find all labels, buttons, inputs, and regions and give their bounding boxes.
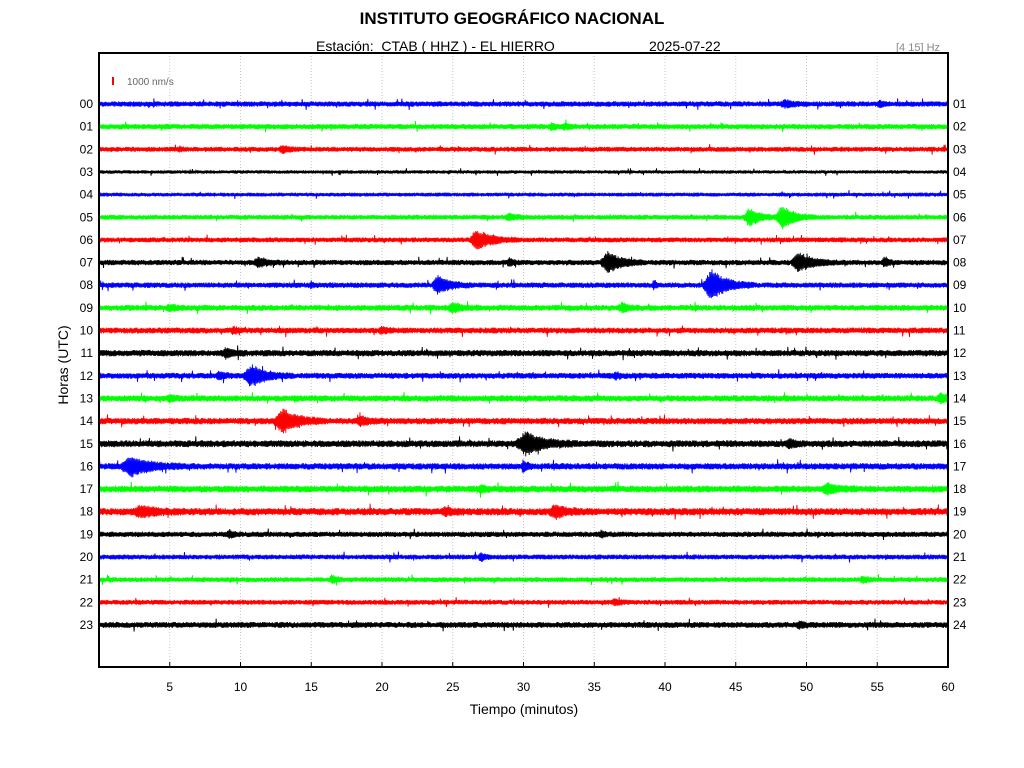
scale-bar (112, 77, 114, 85)
hour-label-left: 15 (80, 437, 94, 451)
hour-label-right: 12 (953, 346, 967, 360)
hour-labels-left: 00 01 02 03 04 05 06 07 08 09 10 11 12 13 14 15 16 17 18 19… (80, 97, 94, 632)
trace-hour-15 (98, 431, 949, 457)
hour-label-right: 17 (953, 459, 967, 473)
trace-hour-13 (98, 392, 949, 405)
hour-label-left: 13 (80, 391, 94, 405)
hour-label-left: 22 (80, 595, 94, 609)
trace-hour-05 (98, 207, 949, 230)
hour-label-right: 24 (953, 618, 967, 632)
hour-label-right: 09 (953, 278, 967, 292)
x-tick-label: 60 (941, 680, 955, 694)
hour-label-left: 00 (80, 97, 94, 111)
hour-label-right: 16 (953, 437, 967, 451)
x-tick-label: 45 (729, 680, 743, 694)
hour-label-left: 12 (80, 369, 94, 383)
hour-label-left: 09 (80, 301, 94, 315)
trace-hour-19 (98, 528, 949, 540)
date-label: 2025-07-22 (649, 38, 721, 54)
x-tick-label: 35 (588, 680, 602, 694)
trace-hour-23 (98, 618, 949, 632)
trace-hour-06 (98, 230, 949, 250)
station-label: Estación: CTAB ( HHZ ) - EL HIERRO (316, 38, 555, 54)
grid-lines (169, 53, 949, 667)
hour-label-right: 04 (953, 165, 967, 179)
trace-hour-14 (98, 408, 949, 434)
x-tick-label: 10 (234, 680, 248, 694)
hour-label-left: 19 (80, 527, 94, 541)
hour-label-right: 18 (953, 482, 967, 496)
trace-hour-03 (98, 168, 949, 176)
hour-label-right: 22 (953, 573, 967, 587)
hour-label-right: 23 (953, 595, 967, 609)
hour-label-right: 10 (953, 301, 967, 315)
trace-hour-04 (98, 190, 949, 199)
trace-hour-09 (98, 301, 949, 315)
x-tick-label: 20 (375, 680, 389, 694)
trace-hour-18 (98, 503, 949, 520)
trace-hour-10 (98, 325, 949, 338)
trace-hour-12 (98, 364, 949, 387)
hour-label-left: 07 (80, 256, 94, 270)
trace-hour-11 (98, 345, 949, 361)
hour-label-left: 18 (80, 505, 94, 519)
plot-frame (98, 52, 949, 668)
x-tick-label: 50 (800, 680, 814, 694)
scale-bar-label: 1000 nm/s (127, 77, 174, 88)
trace-hour-02 (98, 144, 949, 155)
hour-label-right: 13 (953, 369, 967, 383)
hour-label-left: 10 (80, 324, 94, 338)
hour-label-left: 20 (80, 550, 94, 564)
hour-label-right: 08 (953, 256, 967, 270)
trace-group (98, 98, 949, 632)
trace-hour-07 (98, 250, 949, 273)
x-tick-label: 15 (305, 680, 319, 694)
trace-hour-17 (98, 481, 949, 498)
trace-hour-22 (98, 597, 949, 608)
trace-hour-21 (98, 574, 949, 586)
hour-label-left: 21 (80, 573, 94, 587)
x-tick-label: 5 (166, 680, 173, 694)
hour-label-right: 19 (953, 505, 967, 519)
hour-label-right: 14 (953, 391, 967, 405)
x-tick-label: 30 (517, 680, 531, 694)
hour-label-right: 03 (953, 142, 967, 156)
hour-label-right: 07 (953, 233, 967, 247)
x-tick-label: 25 (446, 680, 460, 694)
hour-label-left: 17 (80, 482, 94, 496)
trace-hour-16 (98, 457, 949, 478)
hour-label-right: 11 (953, 324, 966, 338)
hour-labels-right: 01 02 03 04 05 06 07 08 09 10 11 12 13 14 15 16 17 18 19 20… (953, 97, 967, 632)
hour-label-left: 14 (80, 414, 94, 428)
x-tick-label: 40 (658, 680, 672, 694)
trace-hour-01 (98, 119, 949, 133)
hour-label-left: 08 (80, 278, 94, 292)
hour-label-left: 02 (80, 142, 94, 156)
x-tick-labels: 5 10 15 20 25 30 35 40 45 50 55 60 (166, 680, 955, 694)
x-axis-label: Tiempo (minutos) (469, 701, 579, 717)
filter-band-label: [4 15] Hz (896, 42, 941, 54)
chart-title: INSTITUTO GEOGRÁFICO NACIONAL (359, 9, 665, 28)
amplitude-scale-bar: 1000 nm/s (112, 77, 174, 88)
hour-label-left: 04 (80, 188, 94, 202)
hour-label-left: 01 (80, 120, 94, 134)
hour-label-left: 06 (80, 233, 94, 247)
trace-hour-00 (98, 98, 949, 110)
hour-label-right: 05 (953, 188, 967, 202)
hour-label-right: 06 (953, 210, 967, 224)
hour-label-left: 16 (80, 459, 94, 473)
trace-hour-08 (98, 269, 949, 299)
hour-label-right: 02 (953, 120, 967, 134)
hour-label-right: 21 (953, 550, 967, 564)
hour-label-left: 23 (80, 618, 94, 632)
hour-label-right: 15 (953, 414, 967, 428)
x-tick-label: 55 (871, 680, 885, 694)
hour-label-left: 05 (80, 210, 94, 224)
trace-hour-20 (98, 551, 949, 563)
hour-label-right: 01 (953, 97, 967, 111)
hour-label-right: 20 (953, 527, 967, 541)
hour-label-left: 11 (81, 346, 94, 360)
hour-label-left: 03 (80, 165, 94, 179)
